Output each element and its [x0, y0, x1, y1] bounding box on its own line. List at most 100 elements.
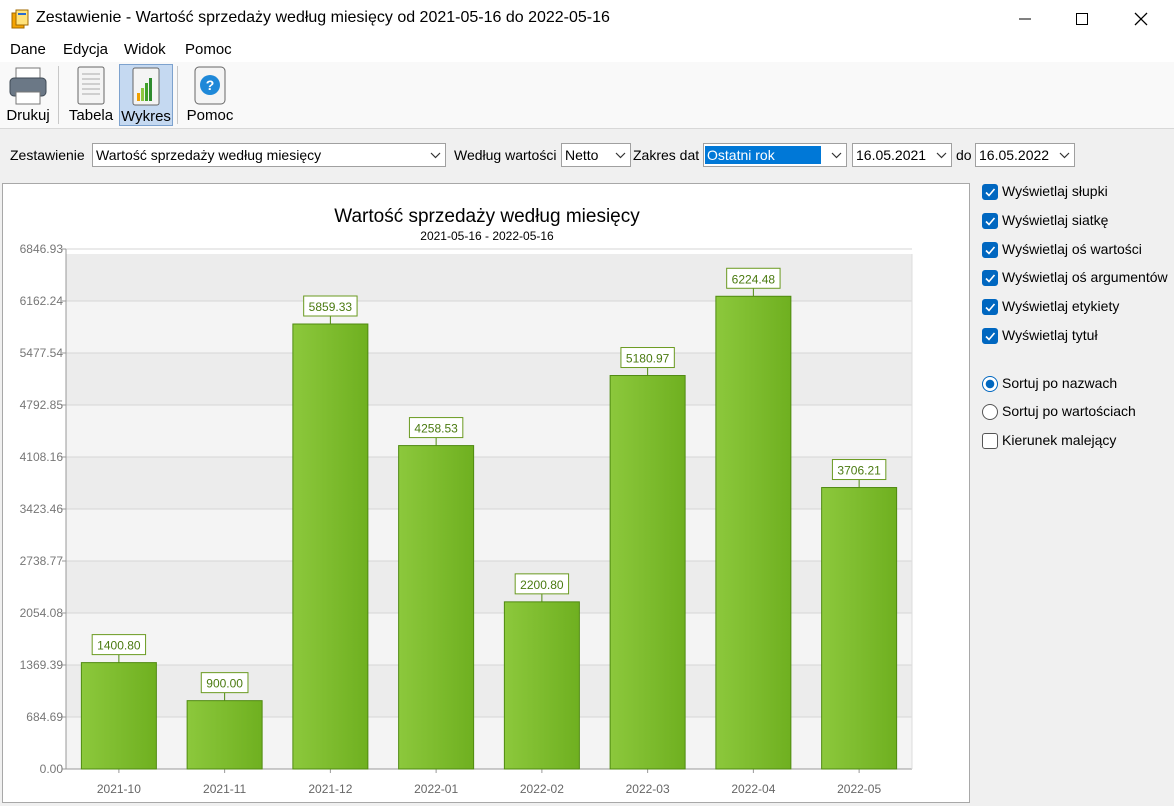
- value-label-box: [303, 295, 358, 317]
- chart-subtitle: 2021-05-16 - 2022-05-16: [420, 229, 554, 243]
- y-tick-label: 0.00: [40, 762, 64, 776]
- dropdown-arrow: [936, 152, 947, 159]
- check-mark: [985, 246, 996, 255]
- toolbar-button[interactable]: Drukuj: [3, 64, 53, 126]
- x-tick-label: 2021-10: [97, 782, 141, 796]
- option-label: Sortuj po nazwach: [1002, 375, 1118, 391]
- menu-item[interactable]: Widok: [124, 41, 166, 58]
- checkbox[interactable]: [982, 299, 998, 316]
- date-from-select[interactable]: 16.05.2021: [852, 143, 952, 167]
- y-tick-label: 6162.24: [20, 294, 64, 308]
- y-tick-label: 1369.39: [20, 658, 64, 672]
- close-button[interactable]: [1134, 12, 1148, 26]
- radio-button[interactable]: [982, 404, 998, 420]
- grid-band: [66, 254, 912, 301]
- select-value: Netto: [565, 147, 599, 163]
- checkbox[interactable]: [982, 328, 998, 344]
- check-mark: [985, 274, 996, 284]
- radio-button[interactable]: [982, 376, 998, 392]
- checkbox[interactable]: [982, 241, 998, 258]
- y-tick-label: 684.69: [26, 710, 63, 724]
- x-tick-label: 2021-12: [308, 782, 352, 796]
- label: do: [956, 147, 972, 163]
- y-tick-label: 2054.08: [20, 606, 64, 620]
- x-tick-label: 2022-04: [731, 782, 775, 796]
- value-label: 4258.53: [414, 422, 458, 436]
- value-label-box: [726, 267, 781, 289]
- value-label: 6224.48: [732, 272, 776, 286]
- toolbar-label: Tabela: [68, 107, 114, 124]
- value-label: 2200.80: [520, 578, 564, 592]
- bar: [609, 375, 686, 770]
- bar: [80, 662, 157, 770]
- select-value: Ostatni rok: [705, 146, 821, 164]
- option-label: Wyświetlaj siatkę: [1002, 211, 1109, 228]
- value-label: 900.00: [206, 677, 243, 691]
- value-label-box: [831, 459, 887, 481]
- value-label: 5859.33: [309, 300, 353, 314]
- chart-icon: [132, 67, 160, 106]
- x-tick-label: 2022-02: [520, 782, 564, 796]
- value-label: 3706.21: [837, 464, 881, 478]
- x-tick-label: 2022-05: [837, 782, 881, 796]
- check-mark: [985, 332, 996, 341]
- title-bar: Zestawienie - Wartość sprzedaży według m…: [0, 0, 1174, 38]
- toolbar-label: Pomoc: [186, 107, 234, 124]
- bar: [821, 487, 898, 770]
- x-tick-label: 2022-03: [626, 782, 670, 796]
- y-tick-label: 4108.16: [20, 450, 64, 464]
- toolbar-label: Wykres: [121, 108, 171, 125]
- toolbar-button[interactable]: Wykres: [119, 64, 173, 126]
- checkbox[interactable]: [982, 184, 998, 200]
- toolbar-button[interactable]: Tabela: [66, 64, 116, 126]
- table-icon: [77, 66, 105, 105]
- check-mark: [985, 303, 996, 312]
- value-label-box: [408, 417, 464, 439]
- bar: [503, 601, 580, 770]
- check-mark: [985, 188, 996, 197]
- checkbox[interactable]: [982, 270, 998, 287]
- chart-title: Wartość sprzedaży według miesięcy: [334, 206, 640, 227]
- value-select[interactable]: Netto: [561, 143, 631, 167]
- y-tick-label: 5477.54: [20, 346, 64, 360]
- value-label-box: [514, 573, 570, 595]
- y-tick-label: 3423.46: [20, 502, 64, 516]
- bar: [398, 445, 475, 770]
- select-value: 16.05.2022: [979, 147, 1050, 163]
- option-label: Wyświetlaj oś wartości: [1002, 240, 1142, 257]
- option-label: Wyświetlaj słupki: [1002, 183, 1108, 199]
- label: Zestawienie: [10, 147, 85, 163]
- bar: [186, 700, 263, 770]
- value-label: 5180.97: [626, 352, 670, 366]
- window-title: Zestawienie - Wartość sprzedaży według m…: [36, 9, 610, 26]
- menu-item[interactable]: Pomoc: [185, 41, 232, 58]
- menu-item[interactable]: Edycja: [63, 41, 109, 58]
- chart-panel: Wartość sprzedaży według miesięcy 2021-0…: [2, 183, 970, 803]
- value-label: 1400.80: [97, 639, 141, 653]
- maximize-button[interactable]: [1076, 13, 1088, 25]
- bar: [292, 323, 369, 770]
- help-icon: ?: [194, 66, 226, 105]
- dropdown-arrow: [615, 152, 626, 159]
- y-tick-label: 6846.93: [20, 242, 64, 256]
- toolbar-button[interactable]: ? Pomoc: [182, 64, 238, 126]
- toolbar-separator: [58, 66, 59, 124]
- x-tick-label: 2022-01: [414, 782, 458, 796]
- report-select[interactable]: Wartość sprzedaży według miesięcy: [92, 143, 446, 167]
- range-select[interactable]: Ostatni rok: [703, 143, 847, 167]
- check-mark: [985, 217, 996, 226]
- option-label: Kierunek malejący: [1002, 432, 1117, 448]
- checkbox[interactable]: [982, 433, 998, 449]
- value-label-box: [91, 634, 147, 656]
- print-icon: [9, 67, 47, 105]
- window-buttons: [1019, 12, 1148, 26]
- x-tick-label: 2021-11: [203, 782, 246, 796]
- select-value: Wartość sprzedaży według miesięcy: [96, 147, 322, 163]
- value-label-box: [620, 347, 675, 369]
- menu-item[interactable]: Dane: [10, 41, 46, 58]
- bar: [715, 295, 792, 770]
- option-label: Wyświetlaj etykiety: [1002, 298, 1120, 315]
- dropdown-arrow: [1059, 152, 1070, 159]
- checkbox[interactable]: [982, 212, 998, 229]
- date-to-select[interactable]: 16.05.2022: [975, 143, 1075, 167]
